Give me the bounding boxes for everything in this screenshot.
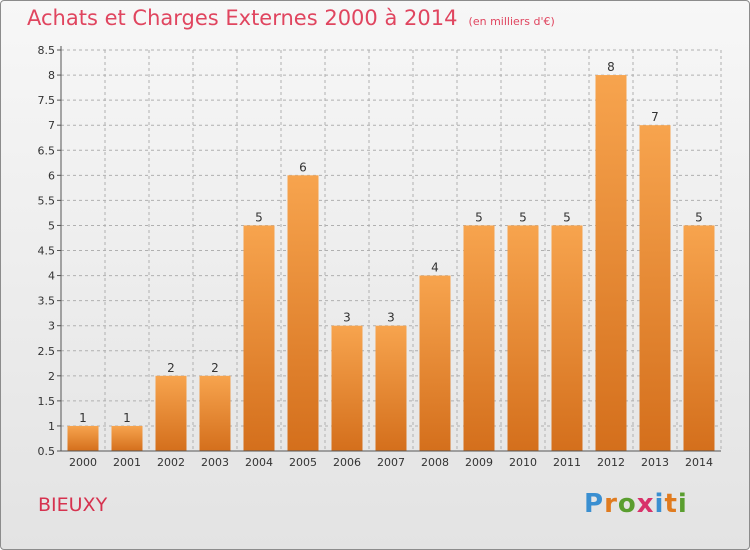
y-tick-label: 3.5 bbox=[38, 295, 56, 308]
y-tick-label: 1.5 bbox=[38, 395, 56, 408]
bar-2012 bbox=[595, 75, 627, 451]
x-tick-label: 2010 bbox=[509, 456, 537, 469]
y-tick-label: 7.5 bbox=[38, 94, 56, 107]
logo-letter: o bbox=[617, 489, 637, 519]
data-label-2005: 6 bbox=[299, 160, 307, 174]
bar-2003 bbox=[199, 375, 231, 451]
chart-subtitle: (en milliers d'€) bbox=[468, 15, 555, 28]
data-label-2013: 7 bbox=[651, 110, 659, 124]
bar-2013 bbox=[639, 125, 671, 451]
y-tick-label: 0.5 bbox=[38, 445, 56, 458]
data-label-2000: 1 bbox=[79, 411, 87, 425]
data-label-2014: 5 bbox=[695, 210, 703, 224]
y-tick-label: 8 bbox=[48, 69, 55, 82]
y-tick-label: 2 bbox=[48, 370, 55, 383]
logo-letter: x bbox=[636, 489, 655, 519]
x-tick-label: 2011 bbox=[553, 456, 581, 469]
y-tick-label: 3 bbox=[48, 320, 55, 333]
bar-2011 bbox=[551, 225, 583, 451]
bars: 1 1 2 2 5 6 3 3 4 5 5 5 8 7 5 bbox=[67, 60, 715, 451]
y-tick-label: 5.5 bbox=[38, 194, 56, 207]
data-label-2001: 1 bbox=[123, 411, 131, 425]
data-label-2003: 2 bbox=[211, 361, 219, 375]
y-tick-label: 2.5 bbox=[38, 345, 56, 358]
x-tick-label: 2004 bbox=[245, 456, 273, 469]
bar-2001 bbox=[111, 425, 143, 451]
x-tick-label: 2014 bbox=[685, 456, 713, 469]
x-tick-label: 2012 bbox=[597, 456, 625, 469]
logo-letter: i bbox=[677, 489, 688, 519]
bar-2008 bbox=[419, 275, 451, 451]
data-label-2007: 3 bbox=[387, 311, 395, 325]
y-tick-label: 8.5 bbox=[38, 44, 56, 57]
x-tick-label: 2009 bbox=[465, 456, 493, 469]
data-label-2009: 5 bbox=[475, 210, 483, 224]
bar-2014 bbox=[683, 225, 715, 451]
data-label-2002: 2 bbox=[167, 361, 175, 375]
y-tick-label: 6.5 bbox=[38, 144, 56, 157]
data-label-2010: 5 bbox=[519, 210, 527, 224]
y-tick-label: 7 bbox=[48, 119, 55, 132]
chart-title-block: Achats et Charges Externes 2000 à 2014 (… bbox=[27, 6, 555, 30]
x-tick-label: 2013 bbox=[641, 456, 669, 469]
bar-2002 bbox=[155, 375, 187, 451]
data-label-2004: 5 bbox=[255, 210, 263, 224]
proxiti-logo: Proxiti bbox=[584, 489, 688, 519]
logo-letter: t bbox=[664, 489, 678, 519]
y-tick-label: 5 bbox=[48, 219, 55, 232]
bar-2006 bbox=[331, 325, 363, 451]
bar-2010 bbox=[507, 225, 539, 451]
chart-title: Achats et Charges Externes 2000 à 2014 bbox=[27, 6, 458, 30]
y-tick-label: 4.5 bbox=[38, 245, 56, 258]
bar-2004 bbox=[243, 225, 275, 451]
data-label-2006: 3 bbox=[343, 311, 351, 325]
x-tick-label: 2003 bbox=[201, 456, 229, 469]
logo-letter: i bbox=[654, 489, 665, 519]
y-tick-label: 1 bbox=[48, 420, 55, 433]
bar-2005 bbox=[287, 175, 319, 451]
x-tick-label: 2007 bbox=[377, 456, 405, 469]
x-tick-label: 2006 bbox=[333, 456, 361, 469]
place-name: BIEUXY bbox=[38, 494, 108, 516]
x-tick-label: 2002 bbox=[157, 456, 185, 469]
bar-2007 bbox=[375, 325, 407, 451]
logo-letter: r bbox=[604, 489, 618, 519]
y-tick-label: 6 bbox=[48, 169, 55, 182]
data-label-2011: 5 bbox=[563, 210, 571, 224]
y-tick-label: 4 bbox=[48, 270, 55, 283]
logo-letter: P bbox=[584, 489, 605, 519]
axes: 0.5 1 1.5 2 2.5 3 3.5 4 4.5 5 5.5 6 6.5 7 7.5 8 8.5 2000 2… bbox=[38, 44, 721, 469]
x-tick-label: 2008 bbox=[421, 456, 449, 469]
x-tick-label: 2001 bbox=[113, 456, 141, 469]
x-tick-label: 2000 bbox=[69, 456, 97, 469]
bar-2000 bbox=[67, 425, 99, 451]
data-label-2012: 8 bbox=[607, 60, 615, 74]
data-label-2008: 4 bbox=[431, 261, 439, 275]
bar-2009 bbox=[463, 225, 495, 451]
x-tick-label: 2005 bbox=[289, 456, 317, 469]
